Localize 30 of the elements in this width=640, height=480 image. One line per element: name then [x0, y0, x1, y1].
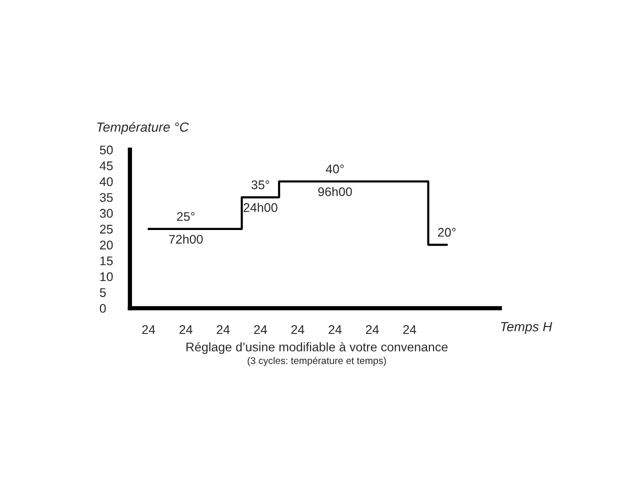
data-label: 25°: [177, 212, 195, 221]
x-tick-label: 24: [403, 325, 416, 334]
annotation: 72h00: [169, 234, 203, 244]
text: (3 cycles: température et temps): [248, 356, 386, 366]
data-label: 40°: [326, 164, 344, 174]
x-axis-title: Temps H: [501, 322, 552, 334]
y-axis-title: Température °C: [97, 122, 189, 134]
data-label: 35°: [251, 180, 270, 190]
x-tick-label: 24: [254, 325, 268, 334]
y-tick-label: 50: [100, 146, 113, 154]
y-tick-label: 45: [100, 162, 113, 170]
x-tick-label: 24: [291, 325, 304, 334]
x-tick-label: 24: [328, 325, 342, 334]
x-tick-label: 24: [366, 325, 379, 334]
annotation: 96h00: [318, 186, 352, 196]
x-tick-label: 24: [142, 325, 156, 334]
y-tick-label: 5: [100, 288, 106, 297]
y-tick-label: 40: [100, 177, 113, 186]
y-tick-label: 35: [100, 193, 113, 202]
y-tick-label: 15: [100, 256, 113, 266]
y-tick-label: 0: [100, 304, 106, 313]
y-tick-label: 30: [100, 208, 113, 218]
text: Réglage d’usine modifiable à votre convenance: [186, 342, 448, 354]
y-tick-label: 25: [100, 224, 113, 234]
x-tick-label: 24: [180, 325, 192, 334]
data-label: 20°: [438, 228, 456, 237]
annotation: 24h00: [244, 202, 278, 212]
y-tick-label: 20: [100, 240, 113, 250]
y-tick-label: 10: [100, 272, 113, 282]
x-tick-label: 24: [216, 325, 230, 334]
